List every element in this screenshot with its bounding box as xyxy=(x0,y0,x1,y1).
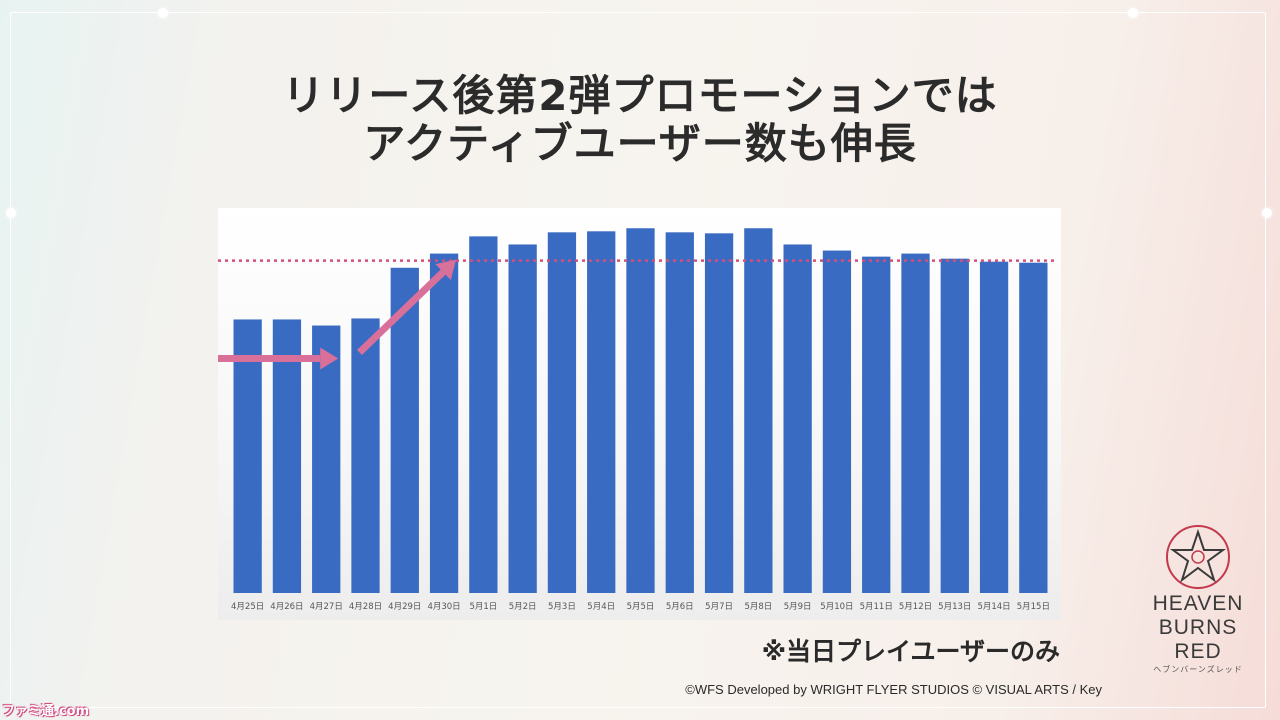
bar-12 xyxy=(665,232,694,593)
bar-18 xyxy=(901,253,930,593)
star-emblem-icon xyxy=(1166,525,1230,589)
frame-dot-top-right xyxy=(1128,8,1138,18)
x-tick-label: 5月7日 xyxy=(705,602,733,612)
game-logo: HEAVEN BURNS RED ヘブンバーンズレッド xyxy=(1136,522,1260,692)
chart-panel: 4月25日 4月26日 4月27日 4月28日 4月29日 4月30日 5月1日 5月2日 5月… xyxy=(218,208,1061,620)
bar-2 xyxy=(272,319,302,593)
title-line-2: アクティブユーザー数も伸長 xyxy=(363,119,917,168)
bar-16 xyxy=(822,250,852,594)
x-tick-label: 5月13日 xyxy=(938,602,971,612)
bar-13 xyxy=(704,233,734,593)
bar-15 xyxy=(783,244,812,593)
slide-frame xyxy=(10,12,1266,708)
bar-1 xyxy=(233,319,262,593)
frame-dot-right xyxy=(1262,208,1272,218)
x-tick-label: 5月4日 xyxy=(587,602,615,612)
logo-line-1: HEAVEN xyxy=(1152,592,1244,615)
rising-arrow-shaft xyxy=(357,269,446,355)
copyright-text: ©WFS Developed by WRIGHT FLYER STUDIOS ©… xyxy=(685,682,1102,697)
x-tick-label: 5月8日 xyxy=(744,602,772,612)
x-tick-label: 4月25日 xyxy=(231,602,264,612)
bar-7 xyxy=(469,236,498,594)
frame-dot-top xyxy=(158,8,168,18)
x-tick-label: 5月3日 xyxy=(548,602,576,612)
bar-19 xyxy=(940,258,969,593)
x-tick-label: 5月11日 xyxy=(860,602,893,612)
bar-10 xyxy=(587,231,616,594)
bar-chart: 4月25日 4月26日 4月27日 4月28日 4月29日 4月30日 5月1日 5月2日 5月… xyxy=(218,228,1055,612)
slide-title: リリース後第2弾プロモーションでは アクティブユーザー数も伸長 xyxy=(0,72,1280,168)
x-tick-label: 4月26日 xyxy=(270,602,303,612)
x-tick-label: 5月14日 xyxy=(977,602,1010,612)
x-tick-label: 5月10日 xyxy=(820,602,853,612)
watermark: ファミ通.com xyxy=(2,704,90,719)
frame-dot-left xyxy=(6,208,16,218)
x-tick-label: 5月15日 xyxy=(1017,602,1050,612)
bar-21 xyxy=(1019,262,1048,593)
x-tick-label: 5月6日 xyxy=(666,602,694,612)
rising-arrow-head xyxy=(435,259,457,280)
x-tick-label: 4月29日 xyxy=(388,602,421,612)
bar-14 xyxy=(744,228,773,593)
x-tick-label: 5月2日 xyxy=(509,602,537,612)
x-tick-label: 5月12日 xyxy=(899,602,932,612)
bar-9 xyxy=(547,232,577,593)
bar-11 xyxy=(626,228,655,593)
logo-line-3: RED xyxy=(1174,640,1222,663)
logo-subtitle: ヘブンバーンズレッド xyxy=(1153,665,1243,674)
title-line-1: リリース後第2弾プロモーションでは xyxy=(282,71,998,120)
bar-20 xyxy=(979,261,1009,593)
flat-arrow-head xyxy=(320,347,339,370)
x-tick-label: 5月9日 xyxy=(784,602,812,612)
bar-4 xyxy=(351,318,380,593)
logo-line-2: BURNS xyxy=(1158,616,1238,639)
bar-6 xyxy=(429,253,459,593)
bar-3 xyxy=(312,325,341,593)
bar-17 xyxy=(862,256,891,593)
x-tick-label: 5月5日 xyxy=(627,602,655,612)
x-tick-label: 5月1日 xyxy=(469,602,497,612)
x-tick-label: 4月28日 xyxy=(349,602,382,612)
footnote: ※当日プレイユーザーのみ xyxy=(761,637,1060,666)
x-tick-label: 4月30日 xyxy=(427,602,460,612)
x-tick-label: 4月27日 xyxy=(310,602,343,612)
bar-8 xyxy=(508,244,537,593)
